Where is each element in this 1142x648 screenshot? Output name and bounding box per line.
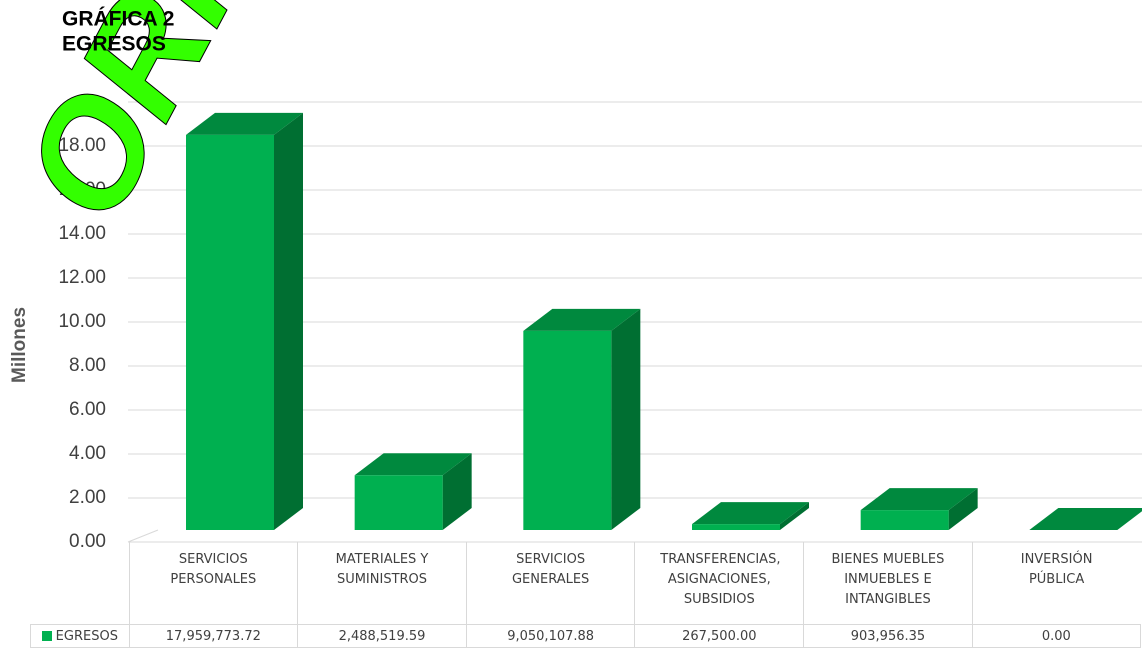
x-tick-label: MATERIALES Y SUMINISTROS [335, 552, 429, 587]
bar-top [354, 453, 472, 476]
value-label: 2,488,519.59 [297, 624, 467, 648]
x-tick-label: INVERSIÓN PÚBLICA [1020, 552, 1093, 587]
bar-side [948, 488, 978, 530]
y-tick-label: 16.00 [58, 179, 106, 200]
bar-side [780, 502, 809, 530]
legend-label: EGRESOS [55, 628, 118, 644]
value-row: EGRESOS 17,959,773.72 2,488,519.59 9,050,1… [30, 624, 1141, 648]
category-cell: BIENES MUEBLES INMUEBLES E INTANGIBLES [803, 542, 973, 625]
y-tick-label: 12.00 [58, 267, 106, 288]
bar-top [1029, 508, 1142, 530]
category-cell: INVERSIÓN PÚBLICA [971, 542, 1141, 625]
bar-top [692, 502, 809, 525]
bar-side [442, 453, 472, 530]
value-label: 267,500.00 [634, 624, 805, 648]
bar-side [611, 308, 641, 530]
legend-cell: EGRESOS [30, 624, 130, 648]
bar [860, 488, 978, 530]
bar-front [692, 524, 780, 530]
bar [354, 453, 472, 530]
x-tick-label: SERVICIOS GENERALES [511, 552, 590, 587]
data-table: SERVICIOS PERSONALES MATERIALES Y SUMINIS… [30, 542, 1141, 648]
y-axis-label: Millones [9, 307, 30, 383]
y-tick-label: 6.00 [69, 399, 106, 420]
value-label: 17,959,773.72 [128, 624, 299, 648]
value-label: 9,050,107.88 [465, 624, 636, 648]
bar [1029, 508, 1142, 530]
category-cell: MATERIALES Y SUMINISTROS [297, 542, 467, 625]
y-tick-label: 18.00 [58, 135, 106, 156]
y-tick-label: 2.00 [69, 487, 106, 508]
bar-top [186, 112, 303, 135]
y-tick-label: 8.00 [69, 355, 106, 376]
chart-title: GRÁFICA 2 [62, 8, 174, 31]
x-tick-label: SERVICIOS PERSONALES [170, 552, 257, 587]
chart-subtitle: EGRESOS [62, 33, 166, 56]
bar [523, 308, 641, 530]
bar-front [523, 330, 612, 530]
empty-cell [30, 542, 130, 625]
bar-front [354, 475, 443, 530]
bar-front [186, 134, 274, 530]
bar [692, 502, 809, 530]
y-tick-label: 10.00 [58, 311, 106, 332]
y-tick-label: 4.00 [69, 443, 106, 464]
category-cell: TRANSFERENCIAS, ASIGNACIONES, SUBSIDIOS [634, 542, 805, 625]
category-cell: SERVICIOS PERSONALES [128, 542, 299, 625]
category-cell: SERVICIOS GENERALES [465, 542, 636, 625]
floor-edge [127, 529, 159, 543]
x-tick-label: TRANSFERENCIAS, ASIGNACIONES, SUBSIDIOS [660, 552, 781, 607]
legend-key [41, 631, 52, 641]
bar [186, 112, 303, 530]
category-row: SERVICIOS PERSONALES MATERIALES Y SUMINIS… [30, 542, 1141, 625]
bars [186, 112, 1142, 530]
legend-swatch [41, 631, 52, 641]
value-label: 903,956.35 [803, 624, 973, 648]
bar-top [523, 308, 641, 331]
value-label: 0.00 [971, 624, 1141, 648]
y-tick-label: 14.00 [58, 223, 106, 244]
bar-front [860, 510, 949, 530]
bar-side [274, 112, 303, 530]
x-tick-label: BIENES MUEBLES INMUEBLES E INTANGIBLES [831, 552, 945, 607]
bar-top [860, 488, 978, 511]
